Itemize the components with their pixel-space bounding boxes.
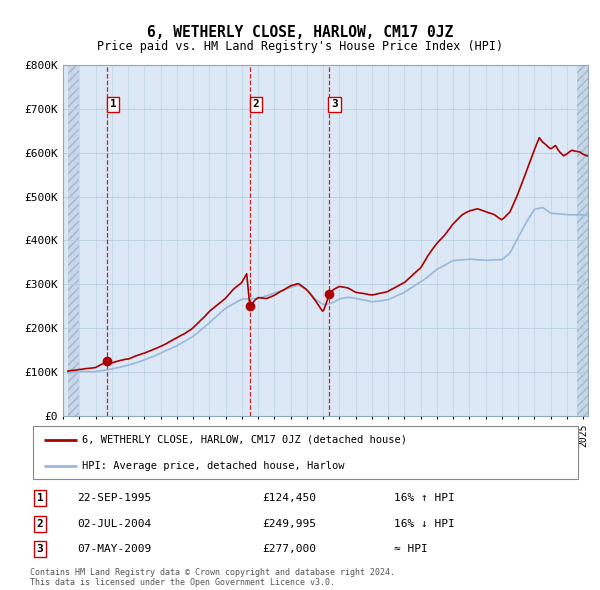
Text: Contains HM Land Registry data © Crown copyright and database right 2024.
This d: Contains HM Land Registry data © Crown c… [30,568,395,587]
Text: 2: 2 [253,99,259,109]
FancyBboxPatch shape [33,427,578,479]
Text: £277,000: £277,000 [262,544,316,554]
Text: 2: 2 [37,519,43,529]
Text: 16% ↑ HPI: 16% ↑ HPI [394,493,455,503]
Text: 02-JUL-2004: 02-JUL-2004 [77,519,151,529]
Text: 6, WETHERLY CLOSE, HARLOW, CM17 0JZ: 6, WETHERLY CLOSE, HARLOW, CM17 0JZ [147,25,453,40]
Text: HPI: Average price, detached house, Harlow: HPI: Average price, detached house, Harl… [82,461,345,471]
Text: 1: 1 [110,99,116,109]
Text: ≈ HPI: ≈ HPI [394,544,428,554]
Text: 22-SEP-1995: 22-SEP-1995 [77,493,151,503]
Text: £124,450: £124,450 [262,493,316,503]
Text: 07-MAY-2009: 07-MAY-2009 [77,544,151,554]
Text: Price paid vs. HM Land Registry's House Price Index (HPI): Price paid vs. HM Land Registry's House … [97,40,503,53]
Text: 3: 3 [331,99,338,109]
Text: 16% ↓ HPI: 16% ↓ HPI [394,519,455,529]
Text: 1: 1 [37,493,43,503]
Text: 3: 3 [37,544,43,554]
Text: £249,995: £249,995 [262,519,316,529]
Text: 6, WETHERLY CLOSE, HARLOW, CM17 0JZ (detached house): 6, WETHERLY CLOSE, HARLOW, CM17 0JZ (det… [82,435,407,445]
